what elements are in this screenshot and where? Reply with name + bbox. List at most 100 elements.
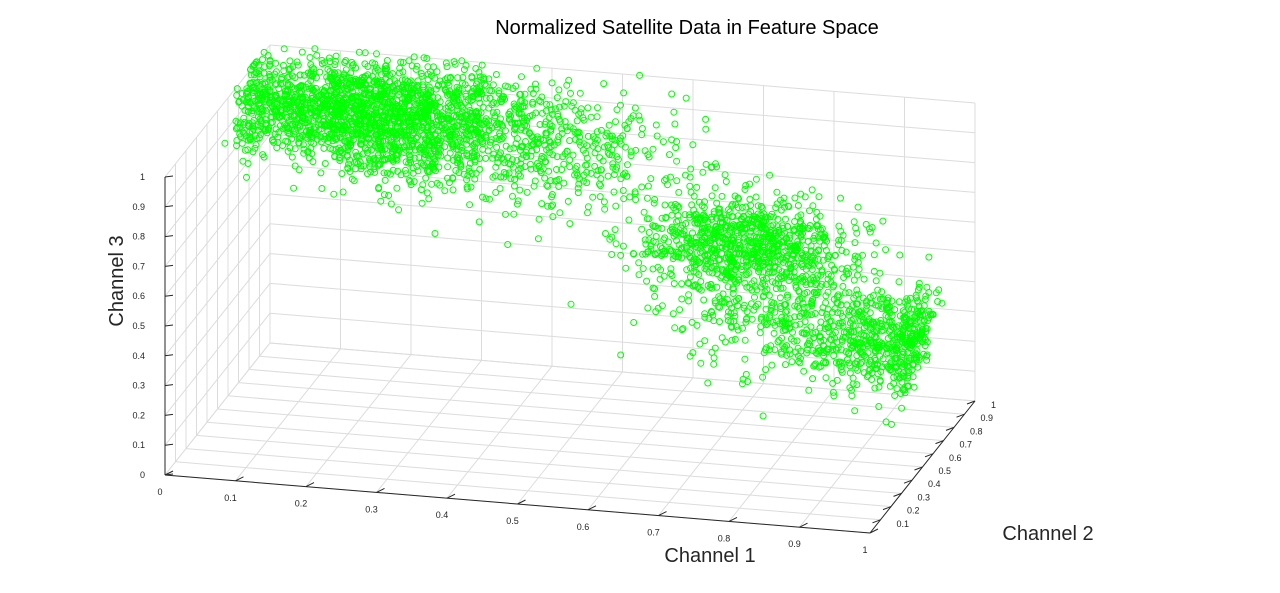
data-point [554,136,562,144]
x-tick-label: 0.4 [436,510,449,520]
data-point [741,279,749,287]
data-point [796,313,804,320]
data-point [417,143,424,151]
data-point [871,348,879,356]
data-point [450,156,457,164]
data-point [582,149,590,157]
data-point [608,146,616,154]
data-point [832,251,839,259]
data-point [375,135,383,143]
data-point [877,316,885,324]
data-point [747,208,755,216]
data-point [349,130,356,138]
data-point [818,266,826,274]
data-point [872,277,880,285]
data-point [671,120,679,128]
data-point [604,172,612,180]
data-point [387,200,395,208]
data-point [701,241,709,249]
data-point [901,313,909,321]
data-point [331,89,339,97]
data-point [386,92,394,100]
data-point [878,288,886,296]
data-point [372,156,380,164]
data-point [362,120,370,128]
data-point [251,122,259,130]
data-point [627,148,635,156]
data-point [571,106,579,114]
data-point [822,246,830,254]
data-point [802,310,810,318]
data-point [268,108,276,116]
data-point [594,167,602,174]
data-point [745,210,753,218]
data-point [545,167,553,175]
data-point [556,209,564,217]
y-tick-label: 0.7 [960,440,973,450]
data-point [721,171,729,179]
data-point [690,258,698,266]
data-point [438,122,446,130]
data-point [390,84,398,92]
data-point [754,300,762,308]
data-point [542,131,550,139]
data-point [661,177,668,184]
data-point [666,151,673,159]
data-point [670,280,678,287]
data-point [845,289,853,297]
data-point [695,215,703,223]
data-point [752,303,760,310]
data-point [405,113,413,121]
data-point [839,282,847,290]
data-point [854,259,862,266]
data-point [824,314,831,322]
data-point [878,295,886,303]
data-point [835,360,843,368]
data-point [467,125,475,133]
data-point [638,225,646,233]
data-point [738,204,746,211]
data-point [612,118,619,126]
data-point [232,117,240,125]
data-point [584,209,591,217]
floor-grid-line [587,377,694,511]
data-point [264,52,272,59]
data-point [602,230,609,237]
data-point [341,58,349,66]
data-point [513,200,521,208]
data-point [493,99,501,107]
data-point [257,117,265,124]
data-point [528,132,535,140]
data-point [675,188,683,196]
data-point [233,137,241,144]
data-point [526,160,534,168]
data-point [886,382,894,390]
data-point [797,231,805,239]
side-wall-grid-line [164,134,271,267]
data-point [896,374,904,382]
data-point [329,146,337,153]
data-point [412,113,420,121]
data-point [642,240,650,248]
data-point [430,63,437,71]
data-point [311,45,319,53]
data-point [617,134,624,142]
data-point [365,92,373,100]
data-point [486,94,494,102]
data-point [555,183,563,190]
data-point [734,236,742,244]
data-point [814,255,822,263]
data-point [777,348,785,356]
data-point [383,130,391,137]
axes [164,175,976,534]
data-point [771,321,779,329]
data-point [771,308,779,316]
data-point [708,192,716,200]
data-point [555,133,563,140]
data-point [470,140,478,148]
data-point [562,123,570,131]
data-point [724,317,732,324]
data-point [572,165,580,173]
data-point [372,64,380,72]
data-point [904,367,912,375]
